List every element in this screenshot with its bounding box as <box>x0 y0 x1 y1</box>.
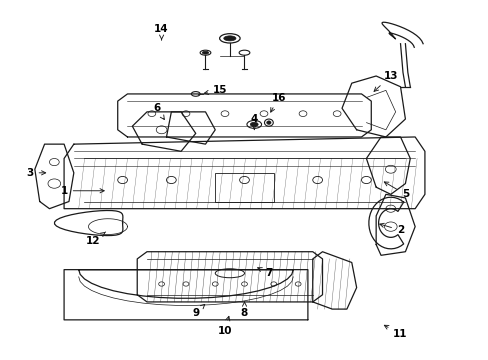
Text: 14: 14 <box>154 24 168 40</box>
Text: 10: 10 <box>217 316 232 336</box>
Text: 9: 9 <box>192 305 204 318</box>
Text: 6: 6 <box>153 103 164 120</box>
Text: 13: 13 <box>373 71 397 91</box>
Text: 4: 4 <box>250 114 257 130</box>
Ellipse shape <box>202 51 208 54</box>
Ellipse shape <box>266 121 270 125</box>
Text: 7: 7 <box>257 268 272 278</box>
Text: 2: 2 <box>379 223 404 235</box>
Ellipse shape <box>250 122 258 127</box>
Text: 12: 12 <box>86 232 105 246</box>
Text: 8: 8 <box>241 302 247 318</box>
Text: 15: 15 <box>204 85 227 95</box>
Ellipse shape <box>224 36 236 41</box>
Text: 11: 11 <box>384 325 407 339</box>
Text: 1: 1 <box>61 186 104 196</box>
Text: 16: 16 <box>270 93 285 112</box>
Text: 3: 3 <box>26 168 45 178</box>
Text: 5: 5 <box>384 182 408 199</box>
